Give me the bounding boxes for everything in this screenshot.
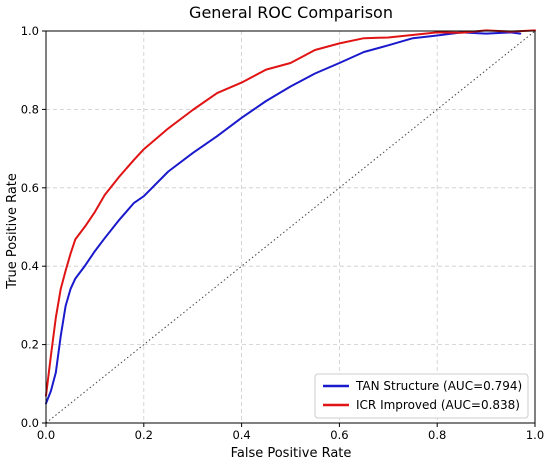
legend-label-tan-structure: TAN Structure (AUC=0.794) [355,379,522,393]
legend-box [314,373,529,419]
tick-layer: 0.0 0.2 0.4 0.6 0.8 1.0 0.0 0.2 0.4 0.6 0.8 1.0 [21,24,544,442]
legend: TAN Structure (AUC=0.794) ICR Improved (… [314,373,529,419]
y-tick-label: 1.0 [21,24,39,38]
legend-label-icr-improved: ICR Improved (AUC=0.838) [356,398,520,412]
diagonal-reference-line [45,30,536,424]
series-layer [45,29,536,405]
y-tick-label: 0.4 [21,259,39,273]
y-tick-label: 0.0 [21,416,39,430]
y-tick-label: 0.6 [21,181,39,195]
x-tick-label: 0.8 [428,428,446,442]
x-tick-label: 0.2 [135,428,153,442]
x-tick-label: 0.0 [37,428,55,442]
chart-title: General ROC Comparison [189,3,393,22]
series-line-icr-improved [45,29,536,397]
x-tick-label: 1.0 [526,428,544,442]
y-tick-label: 0.2 [21,338,39,352]
y-tick-label: 0.8 [21,102,39,116]
series-line-tan-structure [45,31,522,405]
x-axis-label: False Positive Rate [231,446,352,461]
x-tick-label: 0.6 [330,428,348,442]
y-axis-label: True Positive Rate [5,173,20,290]
plot-frame [45,30,536,424]
x-tick-label: 0.4 [232,428,250,442]
